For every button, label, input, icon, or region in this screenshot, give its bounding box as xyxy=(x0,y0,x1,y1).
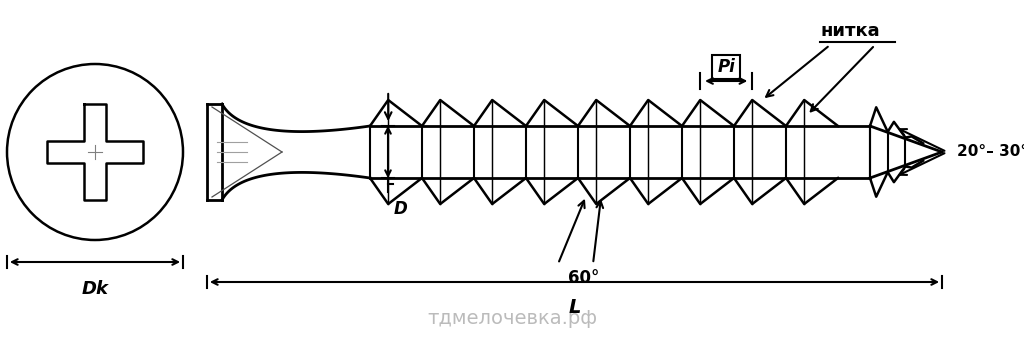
Text: Pi: Pi xyxy=(717,58,735,76)
Text: 20°– 30°: 20°– 30° xyxy=(957,145,1024,160)
Text: L: L xyxy=(568,298,581,317)
FancyBboxPatch shape xyxy=(713,55,740,79)
Text: 60°: 60° xyxy=(568,269,599,287)
Text: тдмелочевка.рф: тдмелочевка.рф xyxy=(427,309,597,327)
Text: нитка: нитка xyxy=(820,22,880,40)
Text: Dk: Dk xyxy=(82,280,109,298)
Text: D: D xyxy=(394,200,408,218)
